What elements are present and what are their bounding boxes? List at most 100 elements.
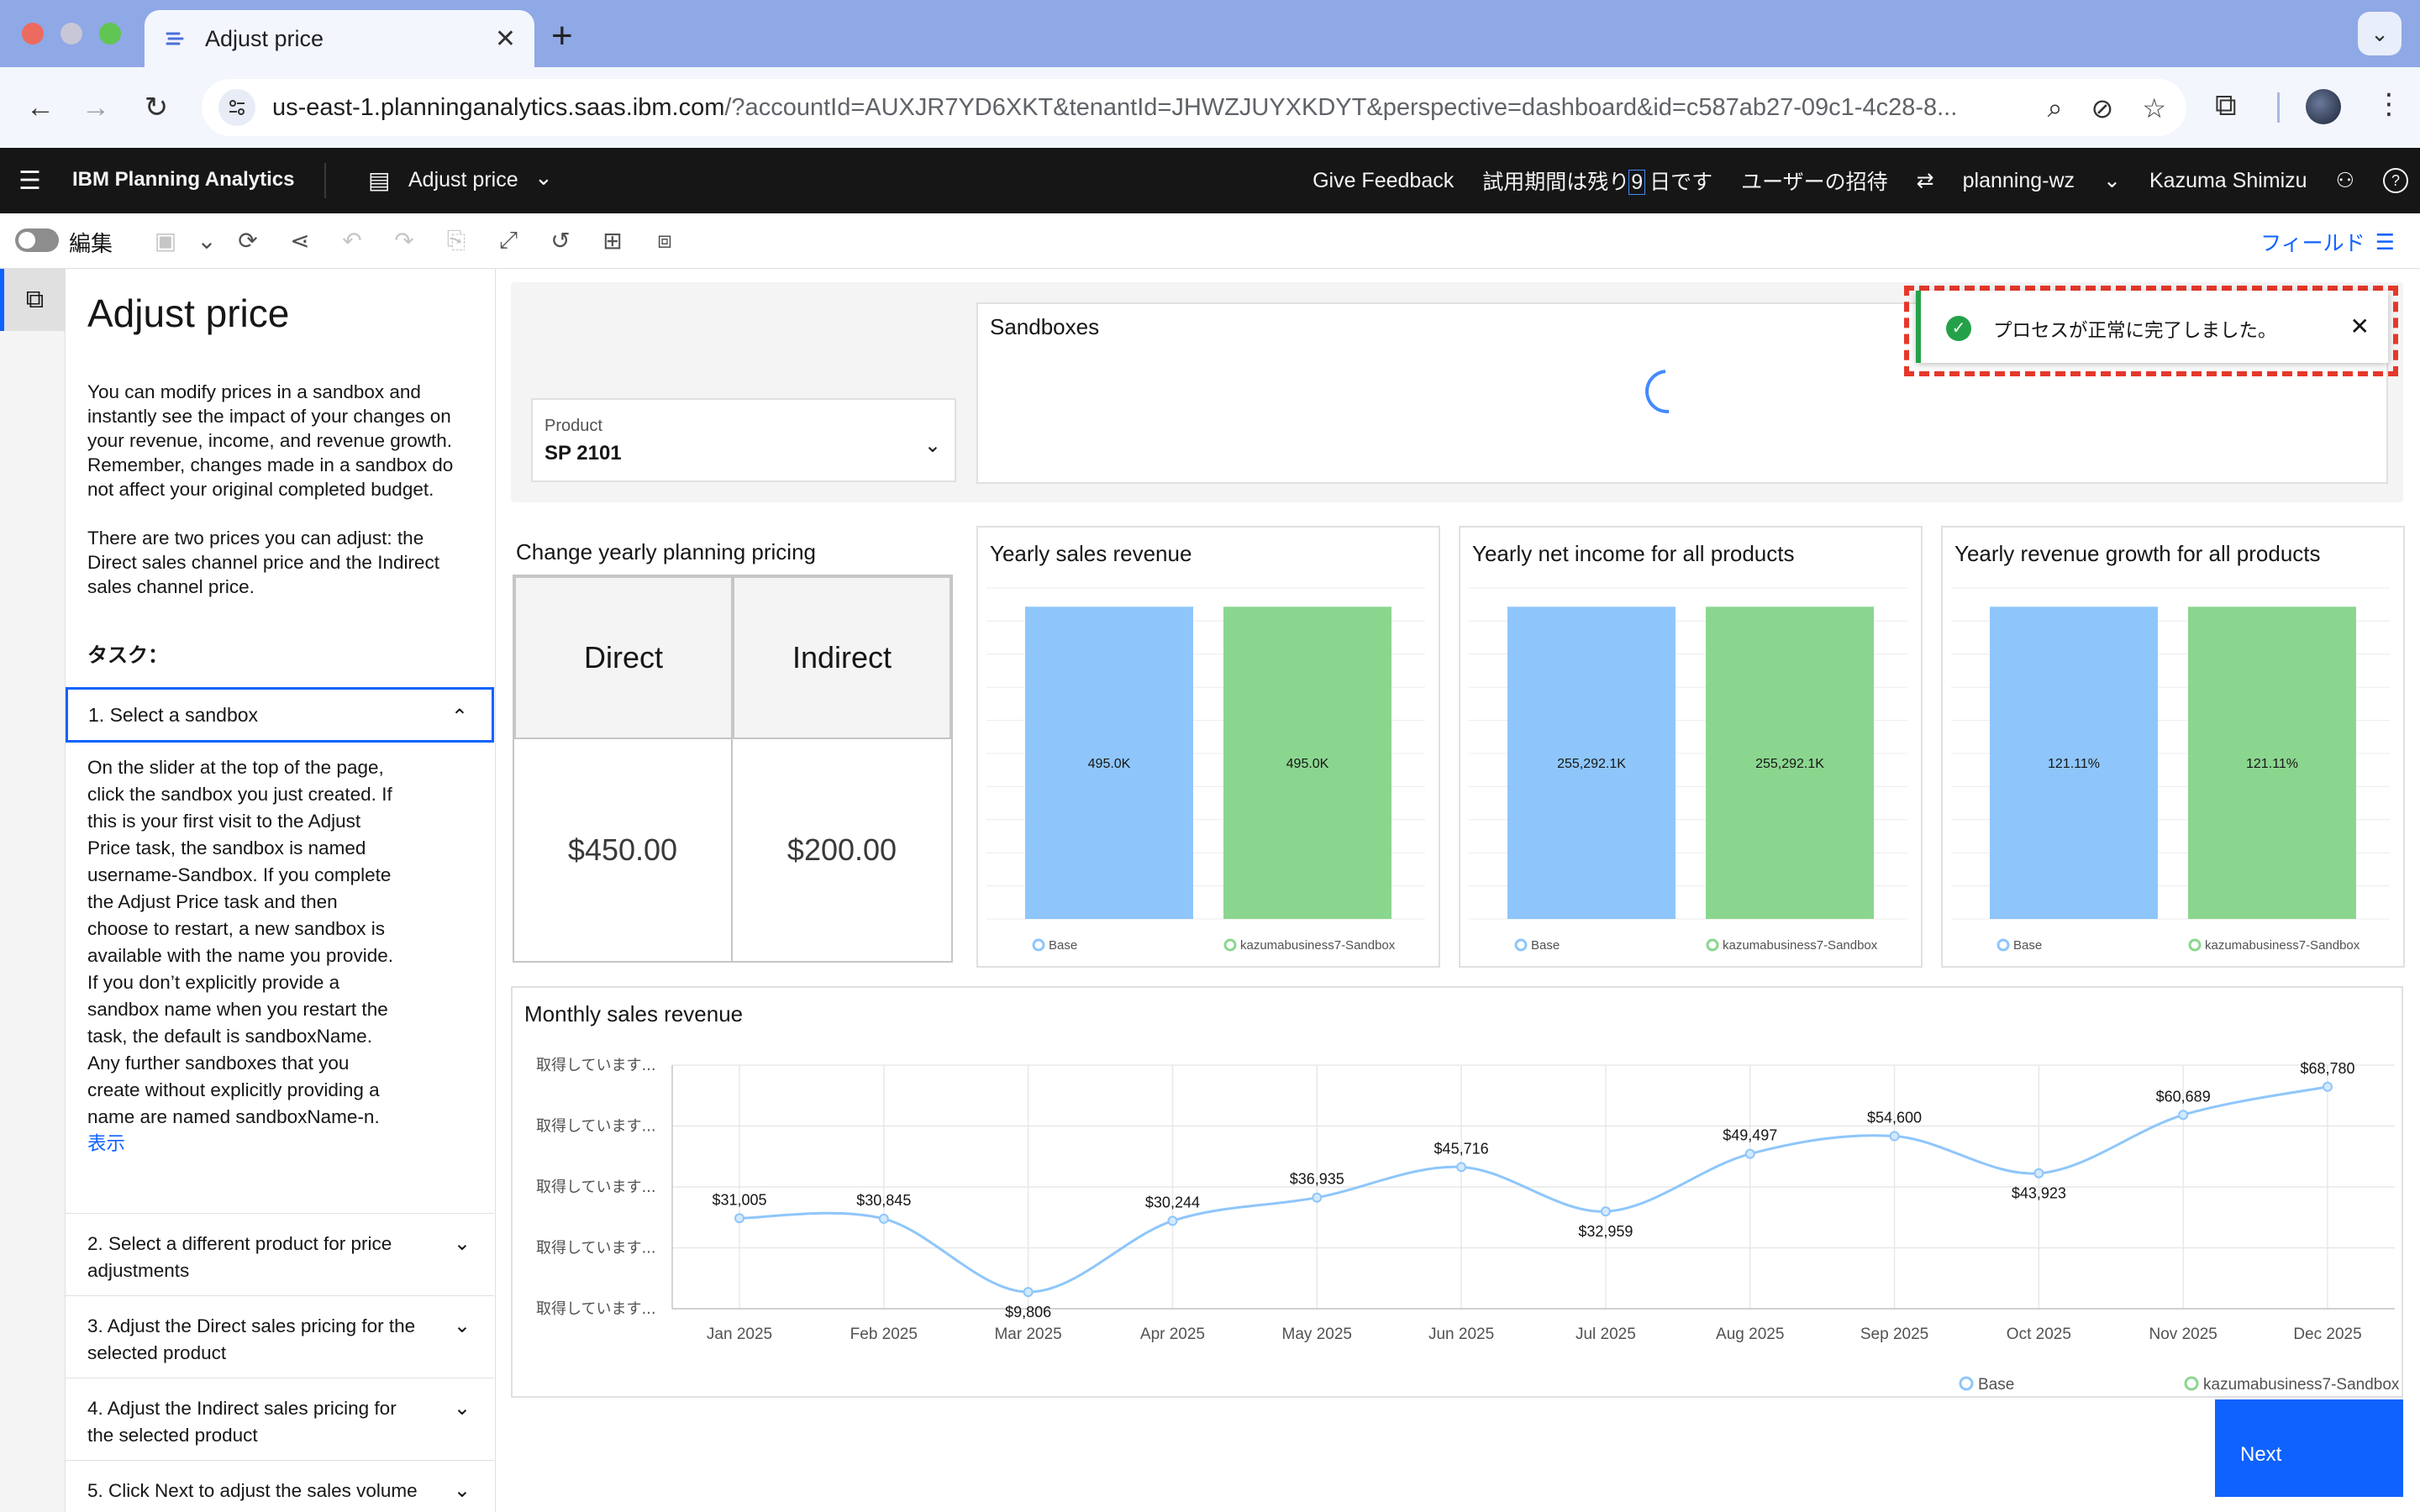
- browser-menu-icon[interactable]: ⋮: [2375, 88, 2403, 120]
- pricing-table: Direct Indirect $450.00 $200.00: [513, 575, 953, 963]
- profile-avatar[interactable]: [2306, 89, 2341, 124]
- data-label: 121.11%: [2246, 757, 2298, 771]
- legend-label: kazumabusiness7-Sandbox: [1240, 938, 1396, 953]
- switch-icon[interactable]: ⇄: [1916, 169, 1934, 192]
- chevron-down-icon: ⌄: [453, 1397, 471, 1420]
- extensions-puzzle-icon[interactable]: ⧉: [2215, 87, 2237, 122]
- data-label: 495.0K: [1286, 757, 1329, 771]
- data-label: $9,806: [1005, 1304, 1051, 1320]
- dashboard-name[interactable]: Adjust price: [408, 168, 518, 192]
- chevron-down-icon: ⌄: [923, 434, 941, 457]
- data-label: $45,716: [1434, 1140, 1489, 1157]
- trial-days: 9: [1628, 170, 1646, 195]
- sandboxes-title: Sandboxes: [990, 314, 1100, 339]
- save-icon[interactable]: ▣: [154, 228, 177, 254]
- site-settings-icon[interactable]: [218, 89, 255, 126]
- redo-icon[interactable]: ↷: [394, 228, 414, 254]
- app-header: ☰ IBM Planning Analytics ▤ Adjust price …: [0, 148, 2420, 213]
- bookmark-star-icon[interactable]: ☆: [2142, 93, 2166, 123]
- legend-marker: [1996, 938, 2010, 952]
- invite-users-link[interactable]: ユーザーの招待: [1741, 171, 1888, 194]
- direct-price-cell[interactable]: $450.00: [514, 739, 733, 961]
- tab-search-button[interactable]: ⌄: [2358, 12, 2402, 55]
- tenant-chevron-down-icon[interactable]: ⌄: [2103, 169, 2121, 192]
- show-more-link[interactable]: 表示: [87, 1133, 126, 1154]
- forward-arrow-icon[interactable]: →: [82, 91, 110, 123]
- x-tick-label: Dec 2025: [2293, 1326, 2361, 1343]
- accordion-step-2[interactable]: 2. Select a different product for price …: [66, 1213, 494, 1295]
- reload-icon[interactable]: ↻: [144, 92, 169, 123]
- accordion-step-3[interactable]: 3. Adjust the Direct sales pricing for t…: [66, 1295, 494, 1378]
- data-point: [2178, 1110, 2189, 1121]
- accordion-step-1[interactable]: 1. Select a sandbox ⌃: [66, 687, 494, 743]
- legend-label: kazumabusiness7-Sandbox: [2205, 938, 2360, 953]
- give-feedback-link[interactable]: Give Feedback: [1313, 168, 1455, 192]
- fields-button[interactable]: フィールド ☰: [2260, 227, 2395, 257]
- tab-close-icon[interactable]: ✕: [494, 24, 516, 53]
- eye-off-icon[interactable]: ⊘: [2091, 93, 2114, 123]
- step-3-label: 3. Adjust the Direct sales pricing for t…: [87, 1315, 416, 1363]
- hamburger-menu-icon[interactable]: ☰: [18, 167, 41, 195]
- legend-label: Base: [2013, 938, 2042, 953]
- snapshot-icon[interactable]: ⎘: [446, 227, 466, 253]
- yearly-revenue-growth-card: Yearly revenue growth for all products 1…: [1941, 526, 2405, 968]
- tenant-name[interactable]: planning-wz: [1962, 168, 2075, 192]
- loading-spinner-icon: [1636, 360, 1698, 423]
- address-bar[interactable]: us-east-1.planninganalytics.saas.ibm.com…: [202, 79, 2186, 136]
- bar: [2188, 606, 2356, 919]
- next-button[interactable]: Next: [2215, 1399, 2403, 1497]
- data-point: [2033, 1168, 2044, 1179]
- layout-icon[interactable]: ⧈: [657, 227, 672, 253]
- y-tick-label: 取得しています...: [536, 1300, 656, 1318]
- chart-title: Monthly sales revenue: [524, 1001, 744, 1026]
- bar: [1507, 606, 1676, 919]
- user-profile-icon[interactable]: ⚇: [2335, 169, 2354, 192]
- data-label: $43,923: [2012, 1185, 2066, 1202]
- share-icon[interactable]: ⋖: [290, 228, 310, 254]
- accordion-step-5[interactable]: 5. Click Next to adjust the sales volume…: [66, 1460, 494, 1512]
- legend-marker: [1959, 1376, 1974, 1391]
- refresh-icon[interactable]: ⟳: [238, 228, 258, 254]
- trial-status: 試用期間は残り9 日です: [1482, 165, 1712, 196]
- reset-icon[interactable]: ↺: [550, 228, 571, 254]
- close-icon[interactable]: ✕: [2349, 313, 2370, 339]
- data-point: [1889, 1131, 1900, 1142]
- chart-title: Yearly sales revenue: [990, 541, 1192, 566]
- user-name[interactable]: Kazuma Shimizu: [2149, 168, 2307, 192]
- accordion-step-4[interactable]: 4. Adjust the Indirect sales pricing for…: [66, 1378, 494, 1460]
- widgets-icon[interactable]: ⊞: [602, 228, 623, 254]
- product-label: Product: [544, 417, 602, 435]
- data-label: 255,292.1K: [1755, 757, 1824, 771]
- save-options-chevron-icon[interactable]: ⌄: [197, 228, 217, 254]
- data-label: $30,244: [1145, 1194, 1200, 1210]
- chevron-down-icon[interactable]: ⌄: [534, 165, 553, 190]
- undo-icon[interactable]: ↶: [342, 228, 362, 254]
- product-name[interactable]: IBM Planning Analytics: [72, 168, 295, 191]
- data-point: [1023, 1287, 1034, 1298]
- data-label: $49,497: [1723, 1127, 1777, 1144]
- help-icon[interactable]: ?: [2383, 168, 2408, 193]
- close-window-button[interactable]: [22, 23, 44, 45]
- minimize-window-button[interactable]: [60, 23, 82, 45]
- yearly-net-income-card: Yearly net income for all products 255,2…: [1459, 526, 1923, 968]
- maximize-window-button[interactable]: [99, 23, 121, 45]
- back-arrow-icon[interactable]: ←: [26, 91, 55, 123]
- task-list-icon[interactable]: ⧉: [0, 269, 66, 331]
- fullscreen-icon[interactable]: ⤢: [498, 227, 518, 253]
- data-point: [878, 1213, 889, 1224]
- legend-marker: [1223, 938, 1237, 952]
- edit-mode-toggle[interactable]: [15, 228, 59, 252]
- browser-tab-active[interactable]: Adjust price ✕: [145, 10, 534, 67]
- new-tab-button[interactable]: +: [551, 15, 573, 56]
- chevron-down-icon: ⌄: [453, 1232, 471, 1255]
- bar: [1025, 606, 1193, 919]
- data-label: 255,292.1K: [1557, 757, 1626, 771]
- y-tick-label: 取得しています...: [536, 1057, 656, 1074]
- trial-prefix: 試用期間は残り: [1482, 171, 1630, 194]
- data-label: $32,959: [1578, 1223, 1633, 1240]
- indirect-price-cell[interactable]: $200.00: [786, 832, 897, 867]
- x-tick-label: Nov 2025: [2149, 1326, 2217, 1343]
- product-selector[interactable]: Product SP 2101 ⌄: [531, 398, 956, 482]
- step-1-text: On the slider at the top of the page, cl…: [87, 757, 393, 1127]
- zoom-icon[interactable]: ⌕: [2047, 92, 2063, 123]
